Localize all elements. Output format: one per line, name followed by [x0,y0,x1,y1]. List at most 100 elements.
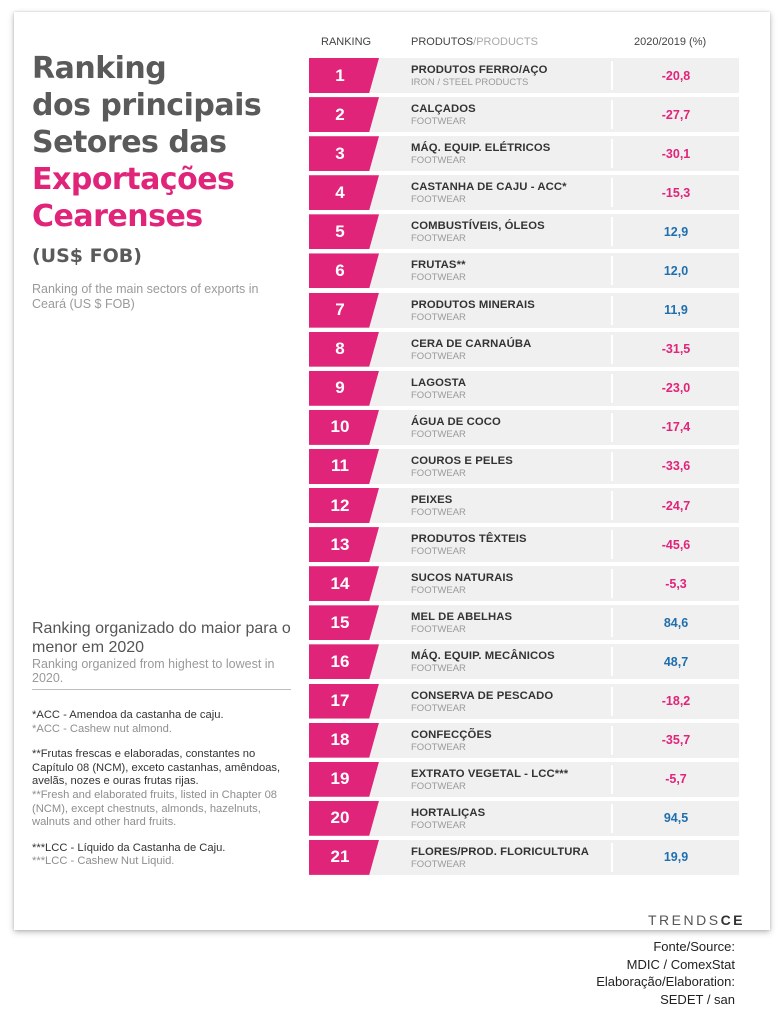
table-row: 17 CONSERVA DE PESCADO FOOTWEAR -18,2 [309,683,739,719]
logo-part-2: CE [720,912,746,928]
table-row: 15 MEL DE ABELHAS FOOTWEAR 84,6 [309,605,739,641]
row-separator [611,412,613,442]
product-name: PRODUTOS FERRO/AÇO [411,64,548,76]
change-value: 11,9 [664,303,688,318]
row-separator [611,686,613,716]
product-name: LAGOSTA [411,376,467,389]
row-separator [611,217,613,247]
footnote-3-pt: ***LCC - Líquido da Castanha de Caju. [32,841,226,854]
product-name-en: FOOTWEAR [411,858,466,870]
row-separator [611,803,613,833]
table-row: 18 CONFECÇÕES FOOTWEAR -35,7 [309,722,739,758]
change-value: 94,5 [663,811,689,826]
ordering-note-en: Ranking organized from highest to lowest… [32,657,275,685]
header-change: 2020/2019 (%) [634,36,707,48]
product-name-en: IRON / STEEL PRODUCTS [411,77,529,88]
change-value: -17,4 [661,420,691,435]
table-row: 19 EXTRATO VEGETAL - LCC*** FOOTWEAR -5,7 [309,761,739,797]
source-credit: Fonte/Source: MDIC / ComexStat Elaboraçã… [596,938,735,1008]
header-products: PRODUTOS/PRODUCTS [411,36,538,48]
footnote-2-en: **Fresh and elaborated fruits, listed in… [32,788,278,829]
table-row: 11 COUROS E PELES FOOTWEAR -33,6 [309,448,739,484]
rank-badge: 3 [309,136,379,172]
footnotes: *ACC - Amendoa da castanha de caju. *ACC… [32,709,297,881]
product-name-en: FOOTWEAR [411,819,466,831]
rank-badge: 6 [309,253,379,289]
change-value: 19,9 [663,850,689,865]
product-name-en: FOOTWEAR [411,546,466,558]
table-row: 7 PRODUTOS MINERAIS FOOTWEAR 11,9 [309,292,739,328]
title-currency: (US$ FOB) [32,245,142,267]
product-name-en: FOOTWEAR [411,389,466,401]
row-separator [611,569,613,599]
product-name: HORTALIÇAS [411,806,486,819]
product-name: MEL DE ABELHAS [411,611,513,624]
product-name: CERA DE CARNAÚBA [411,337,532,350]
row-separator [611,61,613,90]
footnote-1-en: *ACC - Cashew nut almond. [32,722,172,735]
rank-badge: 11 [309,448,379,484]
product-name-en: FOOTWEAR [411,155,466,167]
product-name-en: FOOTWEAR [411,702,466,714]
rank-badge: 16 [309,644,379,680]
title-line-4: Exportações [32,162,235,197]
product-name-en: FOOTWEAR [411,507,466,519]
product-name: CASTANHA DE CAJU - ACC* [411,181,567,194]
title-english: Ranking of the main sectors of exports i… [32,282,259,311]
product-name: FRUTAS** [411,259,466,272]
product-name: ÁGUA DE COCO [411,415,501,428]
ordering-note: Ranking organizado do maior para o menor… [32,619,297,685]
rank-badge: 13 [309,527,379,563]
change-value: 84,6 [663,615,689,630]
product-name-en: FOOTWEAR [411,624,466,636]
rank-badge: 20 [309,800,379,836]
row-separator [611,373,613,403]
rank-badge: 15 [309,605,379,641]
change-value: -31,5 [661,342,691,357]
product-name: FLORES/PROD. FLORICULTURA [411,845,590,858]
table-row: 20 HORTALIÇAS FOOTWEAR 94,5 [309,800,739,836]
row-separator [611,451,613,481]
change-value: -33,6 [661,459,691,474]
table-row: 21 FLORES/PROD. FLORICULTURA FOOTWEAR 19,9 [309,839,739,875]
change-value: -5,3 [665,576,687,591]
product-name: COMBUSTÍVEIS, ÓLEOS [411,220,545,233]
table-row: 9 LAGOSTA FOOTWEAR -23,0 [309,370,739,406]
source-line-3: Elaboração/Elaboration: [596,974,735,989]
rank-badge: 10 [309,409,379,445]
table-row: 1 PRODUTOS FERRO/AÇO IRON / STEEL PRODUCTS… [309,58,739,93]
rank-badge: 9 [309,370,379,406]
product-name: SUCOS NATURAIS [411,572,514,585]
footnote-1-pt: *ACC - Amendoa da castanha de caju. [32,709,224,721]
product-name-en: FOOTWEAR [411,194,466,206]
rank-badge: 5 [309,214,379,250]
rank-badge: 2 [309,97,379,133]
product-name-en: FOOTWEAR [411,233,466,245]
ordering-note-pt: Ranking organizado do maior para o menor… [32,620,291,656]
footnote-3-en: ***LCC - Cashew Nut Liquid. [32,855,175,868]
row-separator [611,725,613,755]
source-line-1: Fonte/Source: [653,939,735,954]
row-separator [611,842,613,872]
table-row: 14 SUCOS NATURAIS FOOTWEAR -5,3 [309,566,739,602]
change-value: 12,0 [663,263,689,278]
row-separator [611,100,613,130]
trendsce-logo: TRENDSCE [648,912,745,928]
product-name: CONFECÇÕES [411,728,492,741]
change-value: -18,2 [661,694,691,708]
product-name-en: FOOTWEAR [411,116,466,128]
header-products-en: PRODUCTS [476,36,538,48]
change-value: -5,7 [665,772,687,787]
table-row: 13 PRODUTOS TÊXTEIS FOOTWEAR -45,6 [309,527,739,563]
rank-badge: 4 [309,175,379,211]
table-row: 4 CASTANHA DE CAJU - ACC* FOOTWEAR -15,3 [309,175,739,211]
table-row: 6 FRUTAS** FOOTWEAR 12,0 [309,253,739,289]
product-name-en: FOOTWEAR [411,272,466,284]
row-separator [611,530,613,560]
rank-badge: 21 [309,839,379,875]
title-line-2: dos principais [32,88,262,123]
product-name: CONSERVA DE PESCADO [411,689,554,702]
ranking-table: 1 PRODUTOS FERRO/AÇO IRON / STEEL PRODUCTS… [309,58,739,879]
table-row: 2 CALÇADOS FOOTWEAR -27,7 [309,97,739,133]
row-separator [611,178,613,208]
